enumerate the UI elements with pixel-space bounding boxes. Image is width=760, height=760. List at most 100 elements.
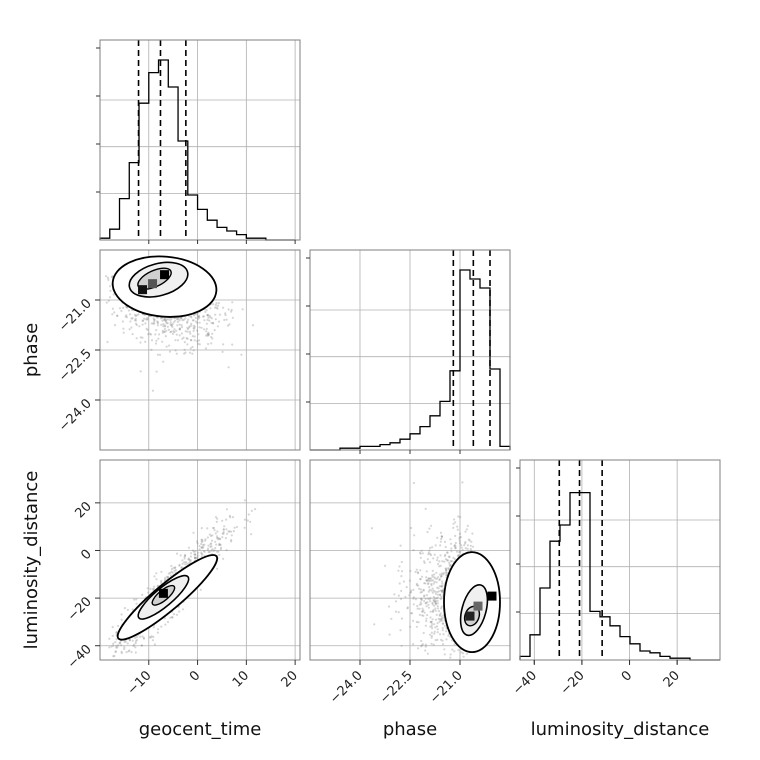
sample-point [110,276,113,279]
sample-point [183,352,186,355]
sample-point [430,642,433,645]
sample-point [208,533,211,536]
sample-point [192,349,195,352]
sample-point [202,545,205,549]
sample-point [429,597,432,600]
sample-point [114,650,117,654]
sample-point [400,560,403,564]
sample-point [223,318,226,322]
sample-point [144,318,147,321]
sample-point [430,625,433,628]
sample-point [184,351,187,354]
sample-point [235,525,238,529]
sample-point [456,525,459,528]
sample-point [420,598,423,602]
sample-point [450,560,453,563]
sample-point [165,318,169,321]
sample-point [432,610,435,614]
sample-point [443,554,446,558]
sample-point [115,644,118,648]
sample-point [426,530,429,534]
sample-point [197,554,200,557]
sample-point [421,643,424,646]
density-peak [465,611,475,621]
sample-point [460,651,463,654]
sample-point [418,607,421,610]
sample-point [155,339,158,342]
sample-point [164,319,167,322]
sample-point [441,580,444,583]
sample-point [227,308,230,311]
sample-point [232,530,235,533]
sample-point [373,623,376,626]
sample-point [214,303,217,307]
sample-point [429,546,432,550]
sample-point [130,650,133,654]
sample-point [174,566,177,569]
sample-point [180,316,183,319]
sample-point [134,640,137,643]
sample-point [230,540,233,543]
panel-frame [99,459,301,661]
sample-point [133,598,136,601]
sample-point [251,324,255,327]
sample-point [424,624,427,627]
sample-point [425,570,428,573]
sample-point [180,566,183,569]
sample-point [436,593,440,596]
sample-point [405,586,408,589]
sample-point [436,596,439,599]
sample-point [184,554,187,558]
sample-point [225,508,228,511]
sample-point [177,317,180,320]
sample-point [464,547,467,550]
sample-point [169,331,172,334]
sample-point [438,613,441,616]
sample-point [175,613,179,616]
sample-point [247,513,250,516]
sample-point [113,324,117,327]
sample-point [230,539,233,542]
sample-point [156,322,159,325]
sample-point [420,597,423,600]
sample-point [206,318,209,321]
sample-point [419,588,422,591]
sample-point [112,644,115,647]
sample-point [201,547,204,550]
sample-point [175,317,179,320]
sample-point [115,646,118,649]
sample-point [225,528,228,531]
sample-point [400,644,403,647]
sample-point [196,340,199,343]
sample-point [435,613,438,617]
sample-point [207,333,210,336]
sample-point [137,313,140,316]
sample-point [207,342,210,346]
sample-point [425,579,428,582]
y-tick-label-luminosity-distance: −20 [65,594,95,624]
sample-point [439,575,443,578]
sample-point [432,600,435,603]
sample-point [408,579,411,582]
sample-point [414,570,417,574]
sample-point [172,321,175,324]
sample-point [431,574,434,577]
sample-point [454,545,457,548]
sample-point [190,316,193,319]
sample-point [410,526,413,530]
sample-point [164,319,167,322]
sample-point [150,339,154,342]
sample-point [393,593,396,596]
sample-point [186,330,189,333]
histogram-step-phase [310,269,511,451]
sample-point [394,600,398,603]
sample-point [454,546,457,550]
sample-point [173,331,176,334]
sample-point [191,335,194,338]
sample-point [429,621,432,624]
sample-point [443,624,446,627]
sample-point [220,546,223,549]
sample-point [468,539,471,542]
sample-point [439,531,443,534]
sample-point [424,597,427,600]
